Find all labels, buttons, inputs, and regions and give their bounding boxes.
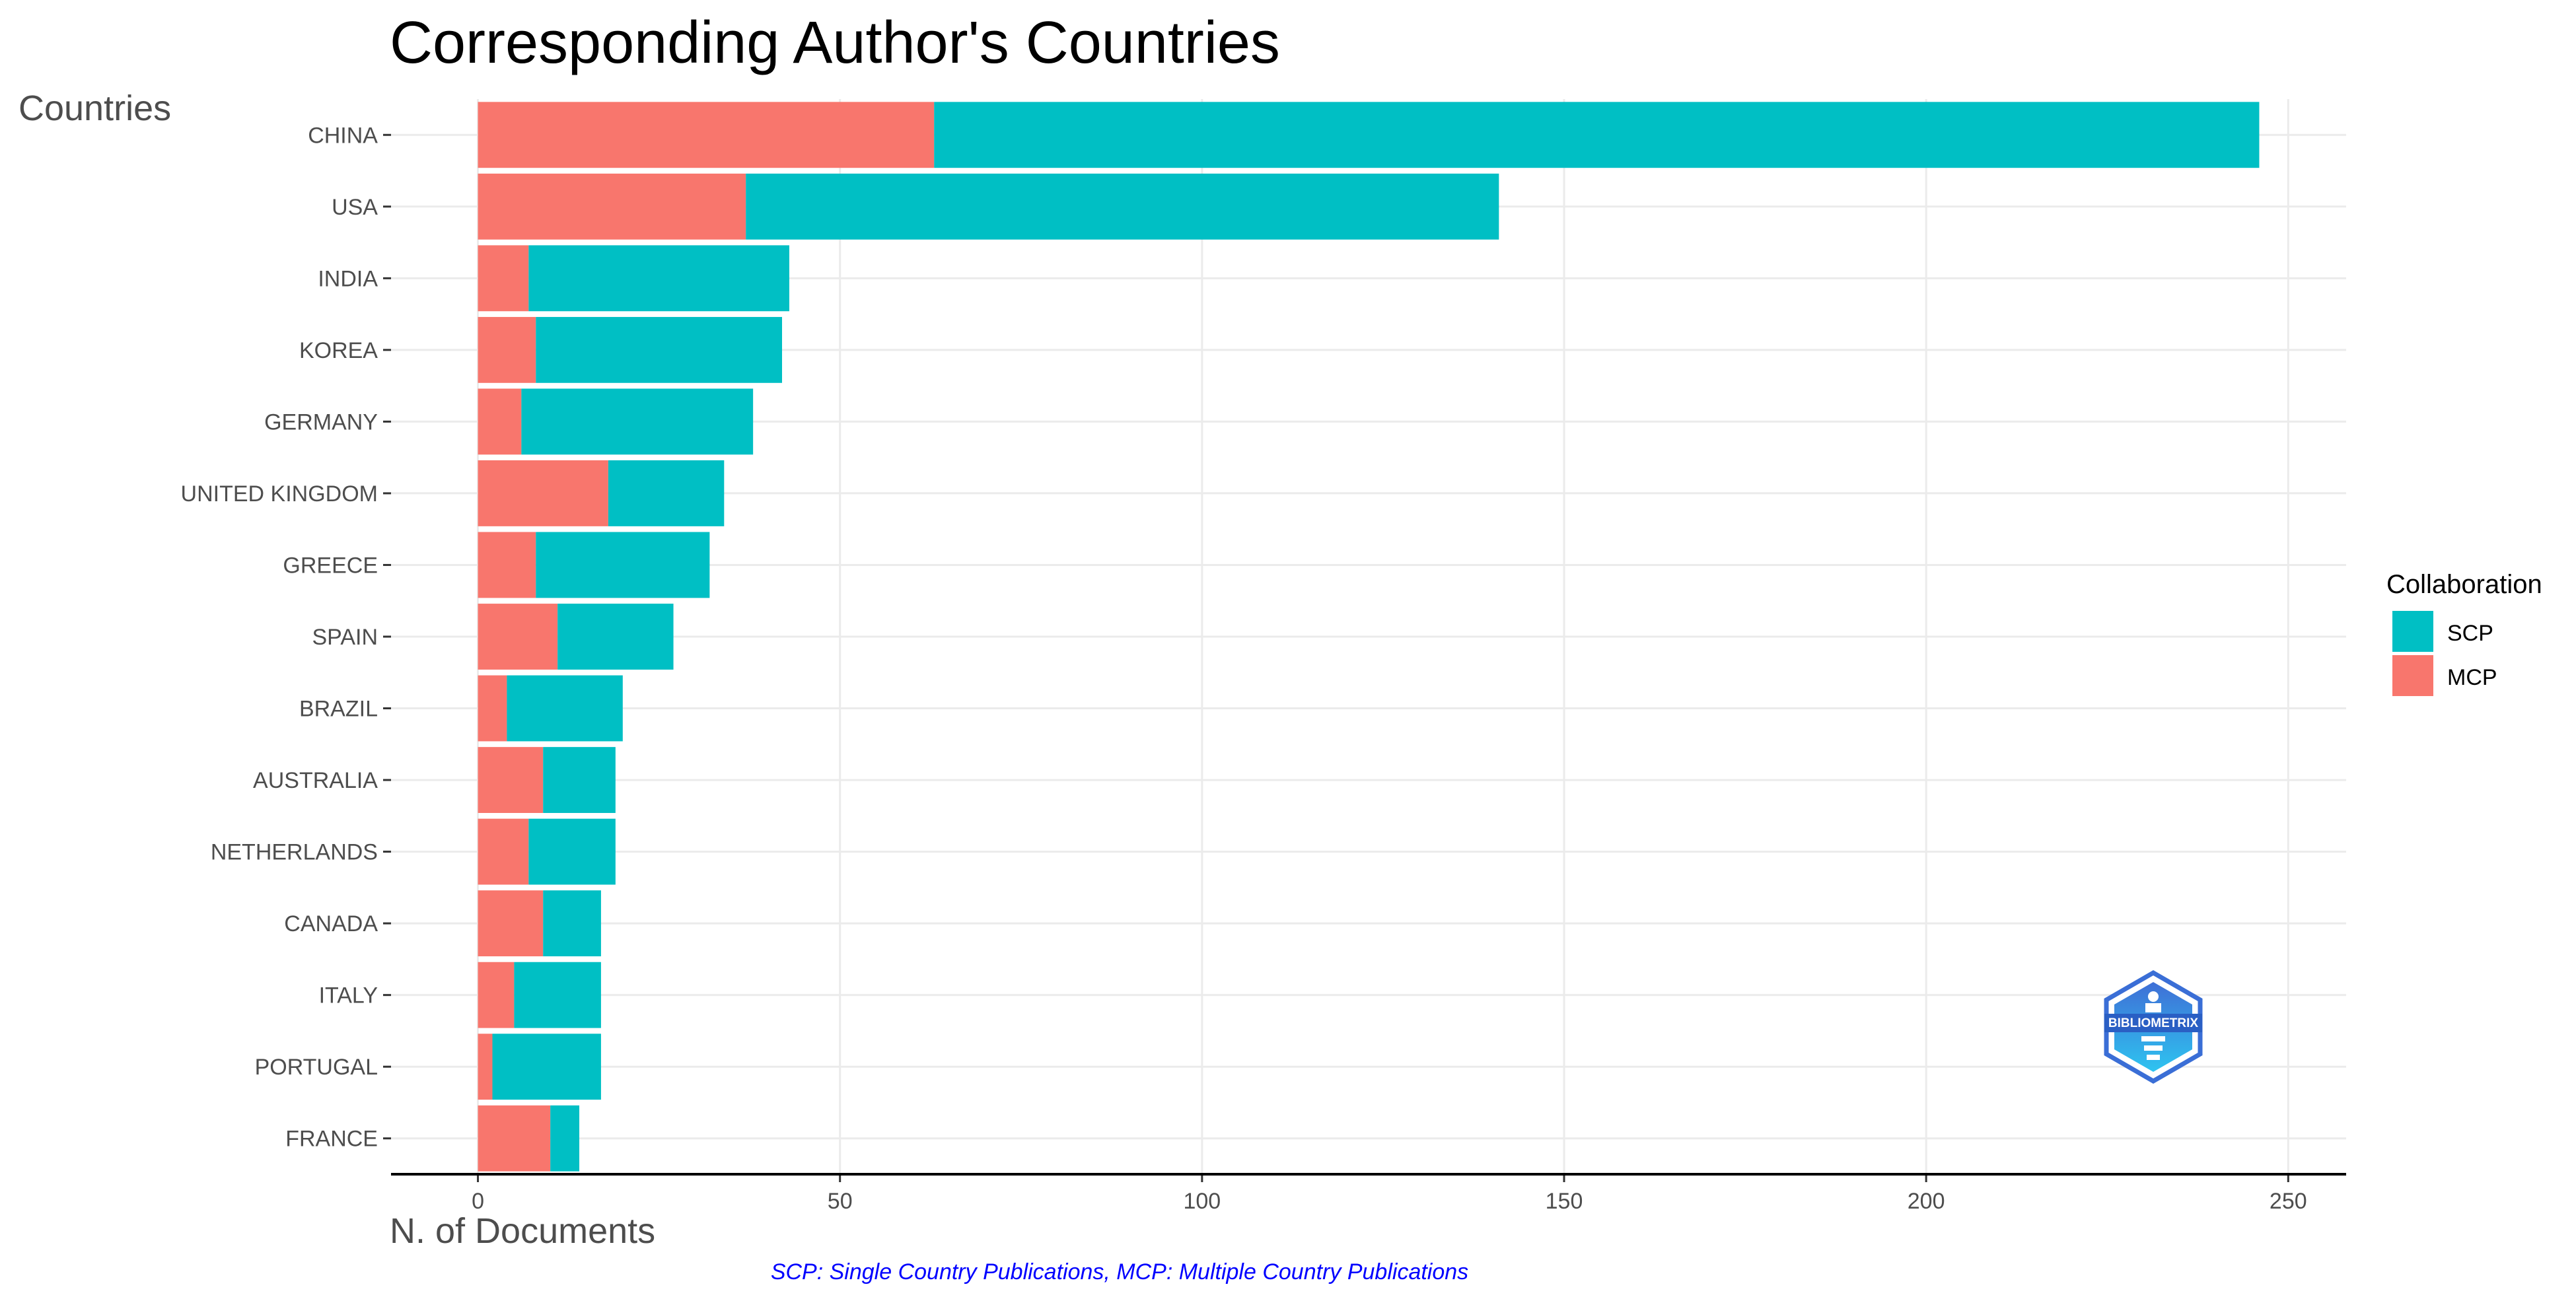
bar-mcp bbox=[478, 1105, 551, 1172]
bars bbox=[478, 102, 2260, 1172]
bar-mcp bbox=[478, 245, 529, 312]
legend-label-scp: SCP bbox=[2447, 621, 2493, 646]
bar-mcp bbox=[478, 675, 507, 742]
y-tick-label: SPAIN bbox=[312, 625, 378, 650]
caption: SCP: Single Country Publications, MCP: M… bbox=[771, 1259, 1468, 1285]
bar-mcp bbox=[478, 1034, 493, 1100]
chart-title: Corresponding Author's Countries bbox=[390, 10, 1280, 76]
x-tick-label: 0 bbox=[472, 1189, 484, 1214]
y-tick-label: AUSTRALIA bbox=[253, 768, 378, 793]
bar-scp bbox=[543, 890, 601, 957]
x-tick-label: 150 bbox=[1546, 1189, 1583, 1214]
y-tick-label: PORTUGAL bbox=[255, 1055, 378, 1080]
bar-mcp bbox=[478, 102, 935, 168]
bar-scp bbox=[608, 460, 725, 526]
y-tick-label: CHINA bbox=[308, 123, 378, 148]
bar-mcp bbox=[478, 604, 558, 670]
x-tick-label: 50 bbox=[828, 1189, 853, 1214]
y-tick-label: NETHERLANDS bbox=[211, 840, 378, 865]
y-tick-label: INDIA bbox=[318, 266, 378, 291]
x-tick-label: 100 bbox=[1183, 1189, 1221, 1214]
bar-mcp bbox=[478, 316, 536, 383]
x-axis-title: N. of Documents bbox=[390, 1211, 655, 1251]
bar-mcp bbox=[478, 532, 536, 598]
bar-mcp bbox=[478, 173, 746, 240]
bar-scp bbox=[492, 1034, 601, 1100]
bar-scp bbox=[746, 173, 1499, 240]
bar-scp bbox=[507, 675, 623, 742]
y-tick-label: UNITED KINGDOM bbox=[181, 481, 378, 507]
bar-scp bbox=[514, 962, 601, 1028]
bar-scp bbox=[528, 245, 789, 312]
legend-swatch-mcp bbox=[2392, 655, 2433, 696]
legend-swatch-scp bbox=[2392, 611, 2433, 652]
y-axis-title: Countries bbox=[18, 88, 171, 128]
bar-mcp bbox=[478, 818, 529, 885]
x-axis: 0 50 100 150 200 250 bbox=[391, 1173, 2346, 1214]
bar-mcp bbox=[478, 388, 522, 455]
y-tick-label: CANADA bbox=[284, 911, 378, 936]
logo-text: BIBLIOMETRIX bbox=[2108, 1016, 2198, 1030]
x-tick-label: 200 bbox=[1908, 1189, 1945, 1214]
y-tick-label: USA bbox=[332, 195, 378, 220]
y-tick-label: GREECE bbox=[283, 553, 378, 578]
y-tick-label: FRANCE bbox=[285, 1127, 378, 1152]
bar-mcp bbox=[478, 747, 544, 813]
y-tick-label: KOREA bbox=[299, 338, 378, 363]
bibliometrix-logo-icon: BIBLIOMETRIX bbox=[2104, 969, 2203, 1084]
legend: Collaboration SCP MCP bbox=[2386, 570, 2542, 696]
bar-scp bbox=[543, 747, 616, 813]
legend-title: Collaboration bbox=[2386, 570, 2542, 599]
bar-scp bbox=[934, 102, 2260, 168]
bar-scp bbox=[536, 532, 710, 598]
bar-mcp bbox=[478, 890, 544, 957]
bar-mcp bbox=[478, 460, 608, 526]
x-tick-label: 250 bbox=[2270, 1189, 2307, 1214]
bar-scp bbox=[550, 1105, 580, 1172]
bar-mcp bbox=[478, 962, 515, 1028]
bar-scp bbox=[521, 388, 754, 455]
bar-scp bbox=[536, 316, 782, 383]
bar-scp bbox=[557, 604, 674, 670]
y-tick-label: GERMANY bbox=[264, 409, 378, 435]
legend-label-mcp: MCP bbox=[2447, 665, 2497, 690]
bar-scp bbox=[528, 818, 616, 885]
y-axis: CHINA USA INDIA KOREA GERMANY UNITED KINGDOM G… bbox=[181, 123, 391, 1152]
y-tick-label: BRAZIL bbox=[299, 697, 378, 722]
y-tick-label: ITALY bbox=[319, 983, 378, 1008]
